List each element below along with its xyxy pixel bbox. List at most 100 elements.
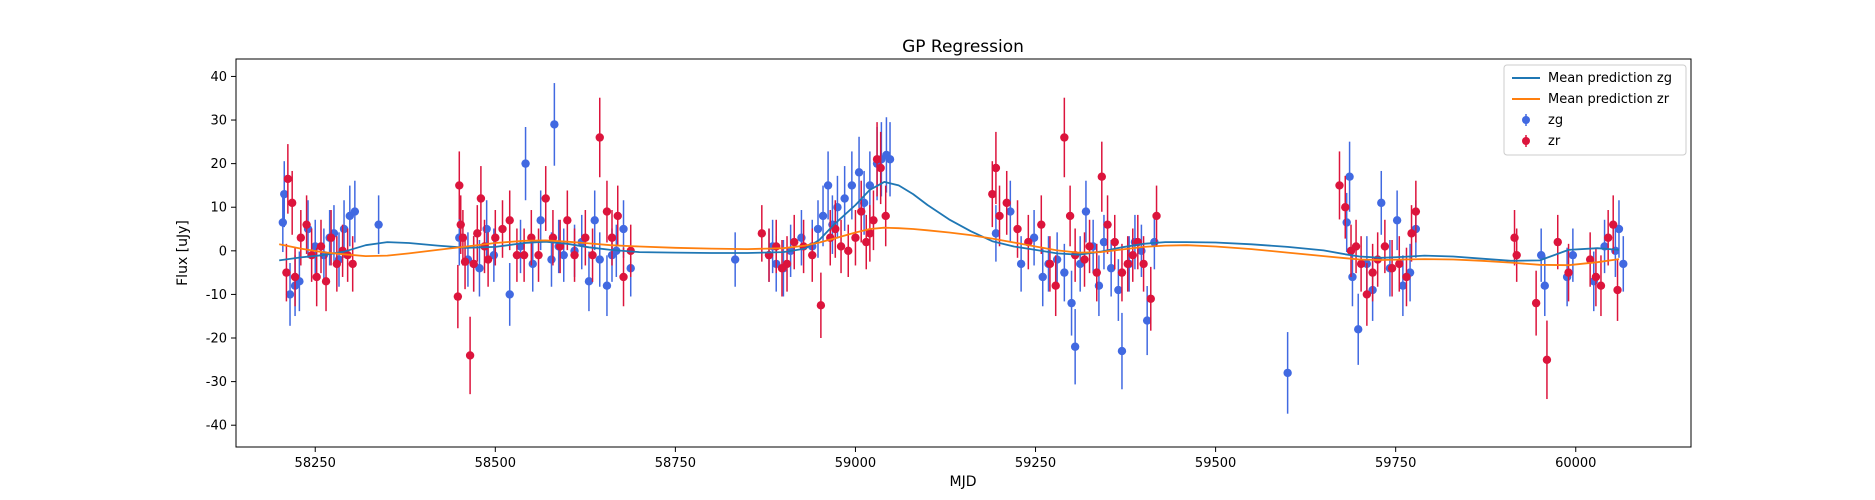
point-zg <box>1348 273 1356 281</box>
point-zr <box>851 234 859 242</box>
point-zg <box>521 159 529 167</box>
point-zg <box>1393 216 1401 224</box>
y-tick-label: -10 <box>206 288 227 303</box>
x-tick-label: 58250 <box>295 456 336 471</box>
point-zr <box>588 251 596 259</box>
point-zr <box>1060 133 1068 141</box>
point-zr <box>1402 273 1410 281</box>
point-zg <box>855 168 863 176</box>
point-zr <box>484 255 492 263</box>
point-zr <box>1388 264 1396 272</box>
point-zg <box>1067 299 1075 307</box>
chart-title: GP Regression <box>902 37 1024 57</box>
point-zr <box>772 242 780 250</box>
point-zr <box>542 194 550 202</box>
point-zr <box>1098 173 1106 181</box>
x-axis-label: MJD <box>950 474 977 490</box>
point-zr <box>1604 234 1612 242</box>
series-zr <box>282 98 1622 399</box>
point-zr <box>1046 260 1054 268</box>
y-tick-label: 30 <box>210 114 227 129</box>
point-zr <box>619 273 627 281</box>
plot-frame <box>236 59 1691 447</box>
point-zr <box>1335 181 1343 189</box>
point-zr <box>297 234 305 242</box>
point-zg <box>482 225 490 233</box>
y-tick-label: 0 <box>219 244 227 259</box>
point-zg <box>824 181 832 189</box>
point-zg <box>833 203 841 211</box>
point-zr <box>333 260 341 268</box>
y-tick-label: -20 <box>206 332 227 347</box>
point-zr <box>461 258 469 266</box>
point-zr <box>498 225 506 233</box>
point-zg <box>279 218 287 226</box>
point-zr <box>869 216 877 224</box>
point-zg <box>506 290 514 298</box>
point-zr <box>581 234 589 242</box>
point-zr <box>302 220 310 228</box>
point-zr <box>1613 286 1621 294</box>
point-zg <box>547 255 555 263</box>
point-zr <box>783 260 791 268</box>
point-zr <box>995 212 1003 220</box>
point-zr <box>477 194 485 202</box>
point-zr <box>291 273 299 281</box>
point-zg <box>1082 207 1090 215</box>
point-zr <box>1368 268 1376 276</box>
legend-label-zr: zr <box>1548 134 1561 149</box>
point-zr <box>455 181 463 189</box>
point-zr <box>808 251 816 259</box>
point-zr <box>1352 242 1360 250</box>
point-zr <box>563 216 571 224</box>
point-zr <box>317 242 325 250</box>
point-zr <box>1381 242 1389 250</box>
point-zg <box>1095 281 1103 289</box>
point-zg <box>1569 251 1577 259</box>
point-zr <box>1510 234 1518 242</box>
x-tick-label: 59000 <box>835 456 876 471</box>
point-zr <box>857 207 865 215</box>
legend-label-mean-zg: Mean prediction zg <box>1548 71 1672 86</box>
point-zg <box>886 155 894 163</box>
point-zr <box>790 238 798 246</box>
y-tick-label: 20 <box>210 157 227 172</box>
x-axis: 58250 58500 58750 59000 59250 59500 59750 60000 <box>295 447 1597 471</box>
point-zr <box>1341 203 1349 211</box>
point-zr <box>1592 273 1600 281</box>
point-zr <box>454 292 462 300</box>
point-zr <box>758 229 766 237</box>
point-zr <box>284 175 292 183</box>
point-zr <box>288 199 296 207</box>
point-zg <box>1118 347 1126 355</box>
point-zr <box>466 351 474 359</box>
point-zg <box>848 181 856 189</box>
point-zg <box>1342 218 1350 226</box>
point-zr <box>1051 281 1059 289</box>
point-zg <box>536 216 544 224</box>
point-zr <box>603 207 611 215</box>
point-zr <box>1407 229 1415 237</box>
point-zr <box>348 260 356 268</box>
point-zr <box>844 247 852 255</box>
point-zr <box>513 251 521 259</box>
point-zg <box>1345 173 1353 181</box>
y-tick-label: -40 <box>206 419 227 434</box>
point-zr <box>1124 260 1132 268</box>
point-zr <box>1512 251 1520 259</box>
point-zr <box>614 212 622 220</box>
x-tick-label: 59500 <box>1195 456 1236 471</box>
point-zr <box>1554 238 1562 246</box>
point-zg <box>1619 260 1627 268</box>
point-zg <box>1017 260 1025 268</box>
point-zg <box>603 281 611 289</box>
x-tick-label: 59750 <box>1375 456 1416 471</box>
point-zr <box>1609 220 1617 228</box>
point-zr <box>312 273 320 281</box>
point-zr <box>491 234 499 242</box>
point-zr <box>1152 212 1160 220</box>
point-zg <box>840 194 848 202</box>
point-zr <box>1093 268 1101 276</box>
point-zg <box>619 225 627 233</box>
